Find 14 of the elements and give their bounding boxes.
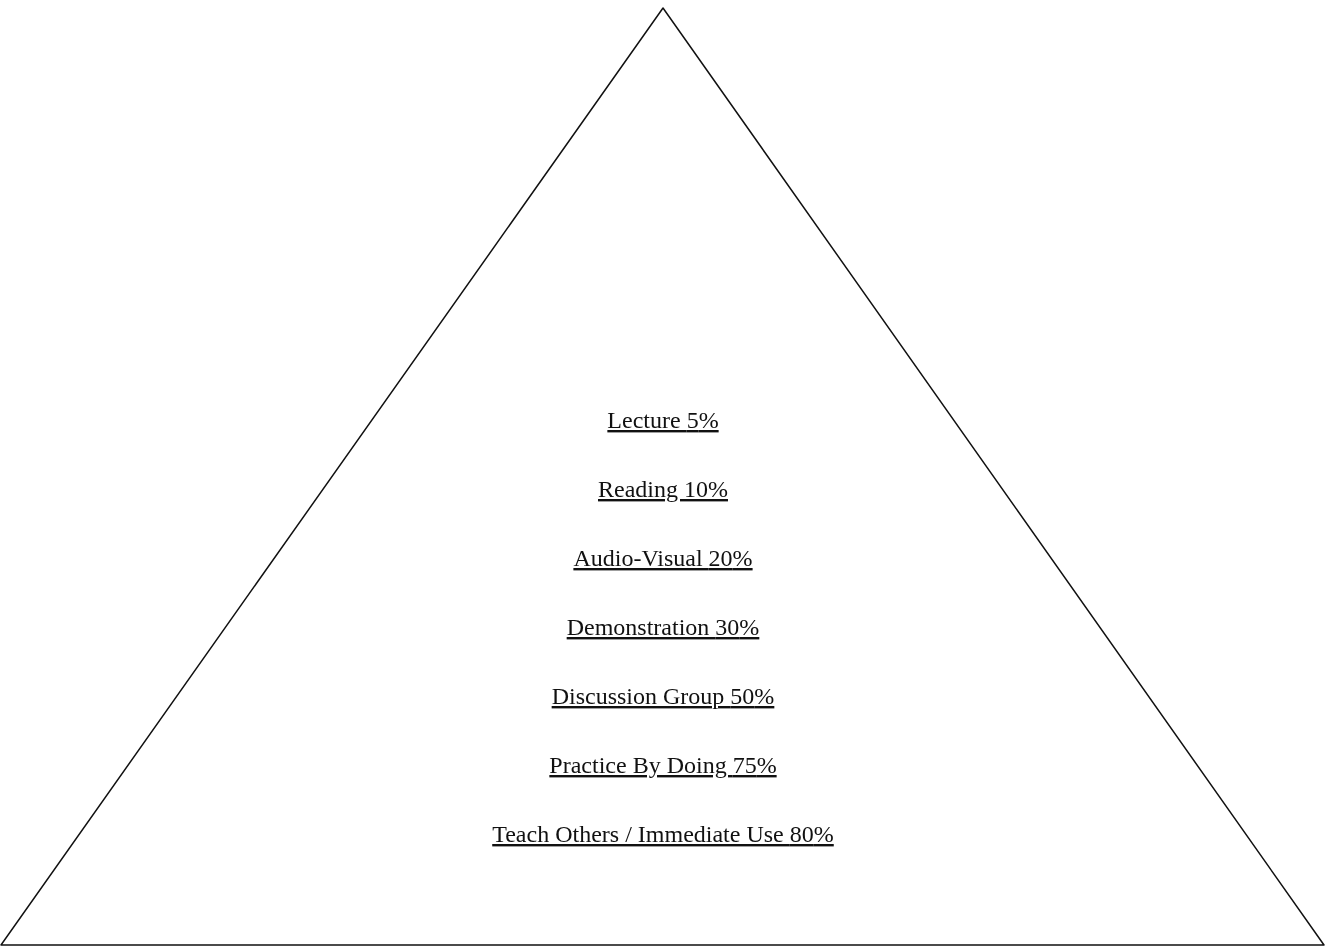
data-label: 80% [789,821,834,847]
data-label: 20% [708,545,753,571]
data-label: 50% [730,683,775,709]
data-label: 75% [732,752,777,778]
data-label: 10% [683,476,728,502]
category-label: Audio-Visual [573,545,709,571]
data-label: 30% [715,614,760,640]
category-label: Practice By Doing [549,752,733,778]
category-label: Discussion Group [551,683,731,709]
category-label: Reading [598,476,684,502]
category-label: Lecture [607,407,687,433]
category-label: Teach Others / Immediate Use [492,821,790,847]
data-label: 5% [686,407,719,433]
category-label: Demonstration [566,614,716,640]
